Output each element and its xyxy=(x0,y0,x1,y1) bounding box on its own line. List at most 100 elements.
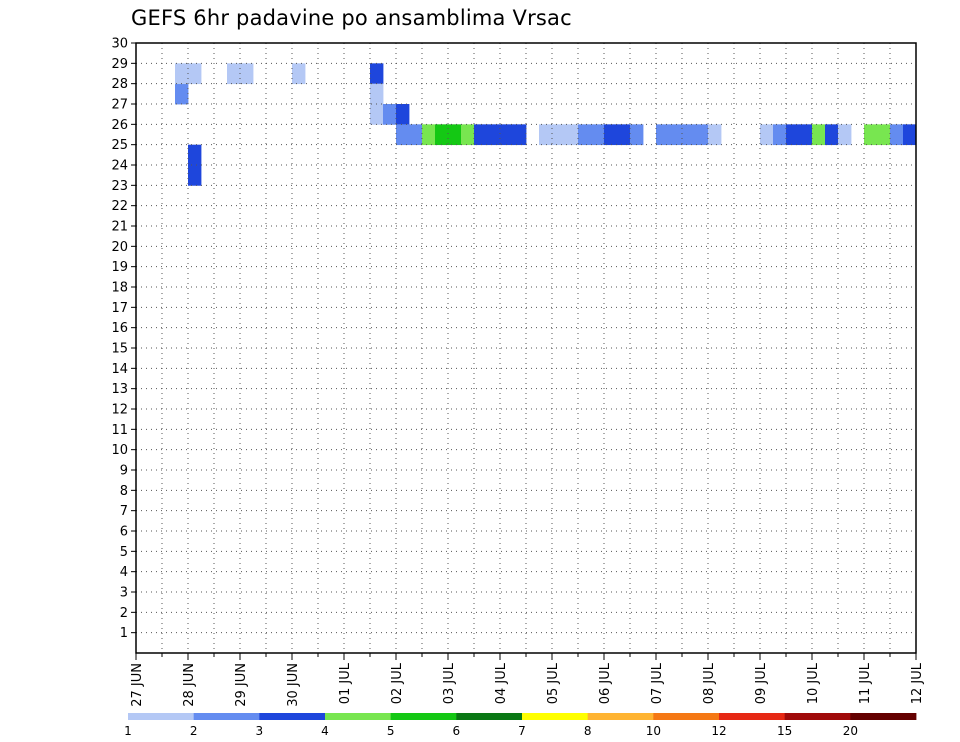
x-tick-label: 07 JUL xyxy=(650,662,665,704)
x-tick-label: 02 JUL xyxy=(390,662,405,704)
heatmap-cell xyxy=(292,63,306,85)
y-tick-label: 5 xyxy=(120,545,128,560)
y-tick-label: 26 xyxy=(111,118,128,133)
y-tick-label: 3 xyxy=(120,586,128,601)
heatmap-cell xyxy=(786,124,800,146)
x-tick-label: 29 JUN xyxy=(234,663,249,707)
y-tick-label: 14 xyxy=(111,362,128,377)
heatmap-cell xyxy=(669,124,683,146)
y-tick-label: 18 xyxy=(111,281,128,296)
legend-swatch xyxy=(719,713,786,720)
heatmap-cell xyxy=(175,63,189,85)
heatmap-cell xyxy=(370,104,384,125)
y-tick-label: 19 xyxy=(111,260,128,275)
heatmap-cell xyxy=(188,63,202,85)
y-tick-label: 29 xyxy=(111,57,128,72)
heatmap-cell xyxy=(812,124,826,146)
y-tick-label: 8 xyxy=(120,484,128,499)
heatmap-cell xyxy=(396,124,410,146)
heatmap-cell xyxy=(240,63,254,85)
y-tick-label: 11 xyxy=(111,423,128,438)
heatmap-cell xyxy=(864,124,878,146)
x-tick-label: 28 JUN xyxy=(182,663,197,707)
heatmap-cell xyxy=(500,124,514,146)
legend-label: 4 xyxy=(321,724,329,738)
legend-swatch xyxy=(128,713,195,720)
legend-swatch xyxy=(784,713,851,720)
heatmap-cell xyxy=(630,124,644,146)
legend-swatch xyxy=(522,713,589,720)
legend-label: 6 xyxy=(453,724,461,738)
y-tick-label: 20 xyxy=(111,240,128,255)
heatmap-cell xyxy=(552,124,566,146)
heatmap-cell xyxy=(396,104,410,125)
legend-label: 2 xyxy=(190,724,198,738)
legend-label: 1 xyxy=(124,724,132,738)
heatmap-cell xyxy=(487,124,501,146)
x-tick-label: 04 JUL xyxy=(494,662,509,704)
y-tick-label: 25 xyxy=(111,138,128,153)
x-tick-label: 11 JUL xyxy=(858,662,873,704)
legend: 1 2 3 4 5 6 7 8 10 12 15 20 xyxy=(124,713,917,738)
heatmap-cell xyxy=(188,165,202,186)
x-tick-label: 01 JUL xyxy=(338,662,353,704)
heatmap-cell xyxy=(838,124,852,146)
y-tick-label: 2 xyxy=(120,606,128,621)
legend-label: 7 xyxy=(518,724,526,738)
heatmap-cell xyxy=(474,124,488,146)
heatmap-cell xyxy=(461,124,475,146)
x-tick-label: 27 JUN xyxy=(130,663,145,707)
legend-swatch xyxy=(653,713,720,720)
y-tick-label: 6 xyxy=(120,525,128,540)
heatmap-cell xyxy=(227,63,241,85)
x-tick-label: 05 JUL xyxy=(546,662,561,704)
legend-swatch xyxy=(325,713,392,720)
legend-swatch xyxy=(390,713,457,720)
legend-label: 8 xyxy=(584,724,592,738)
legend-swatch xyxy=(259,713,326,720)
heatmap-cell xyxy=(708,124,722,146)
legend-swatch xyxy=(850,713,917,720)
y-tick-label: 27 xyxy=(111,98,128,113)
y-tick-label: 17 xyxy=(111,301,128,316)
y-tick-label: 12 xyxy=(111,403,128,418)
legend-swatch xyxy=(193,713,260,720)
heatmap-cell xyxy=(565,124,579,146)
y-tick-label: 4 xyxy=(120,565,128,580)
y-tick-label: 21 xyxy=(111,220,128,235)
y-axis: 1234567891011121314151617181920212223242… xyxy=(111,37,136,641)
heatmap-cell xyxy=(877,124,891,146)
chart-title: GEFS 6hr padavine po ansamblima Vrsac xyxy=(131,6,572,30)
heatmap-cell xyxy=(591,124,605,146)
y-tick-label: 30 xyxy=(111,37,128,52)
x-axis: 27 JUN 28 JUN 29 JUN 30 JUN 01 JUL 02 JUL 03 J… xyxy=(130,653,925,707)
legend-label: 12 xyxy=(711,724,726,738)
y-tick-label: 23 xyxy=(111,179,128,194)
heatmap-cell xyxy=(890,124,904,146)
x-tick-label: 10 JUL xyxy=(806,662,821,704)
cells-layer xyxy=(175,63,917,186)
legend-label: 15 xyxy=(777,724,792,738)
heatmap-cell xyxy=(370,83,384,105)
heatmap-cell xyxy=(760,124,774,146)
heatmap-cell xyxy=(513,124,527,146)
heatmap-cell xyxy=(539,124,553,146)
y-tick-label: 24 xyxy=(111,159,128,174)
heatmap-cell xyxy=(656,124,670,146)
heatmap-cell xyxy=(682,124,696,146)
heatmap-cell xyxy=(435,124,449,146)
heatmap-cell xyxy=(383,104,397,125)
heatmap-cell xyxy=(604,124,618,146)
y-tick-label: 10 xyxy=(111,443,128,458)
y-tick-label: 7 xyxy=(120,504,128,519)
grid-layer xyxy=(136,43,916,653)
heatmap-cell xyxy=(422,124,436,146)
x-tick-label: 30 JUN xyxy=(286,663,301,707)
y-tick-label: 13 xyxy=(111,382,128,397)
legend-label: 3 xyxy=(256,724,264,738)
y-tick-label: 16 xyxy=(111,321,128,336)
heatmap-cell xyxy=(409,124,423,146)
y-tick-label: 9 xyxy=(120,464,128,479)
heatmap-cell xyxy=(773,124,787,146)
